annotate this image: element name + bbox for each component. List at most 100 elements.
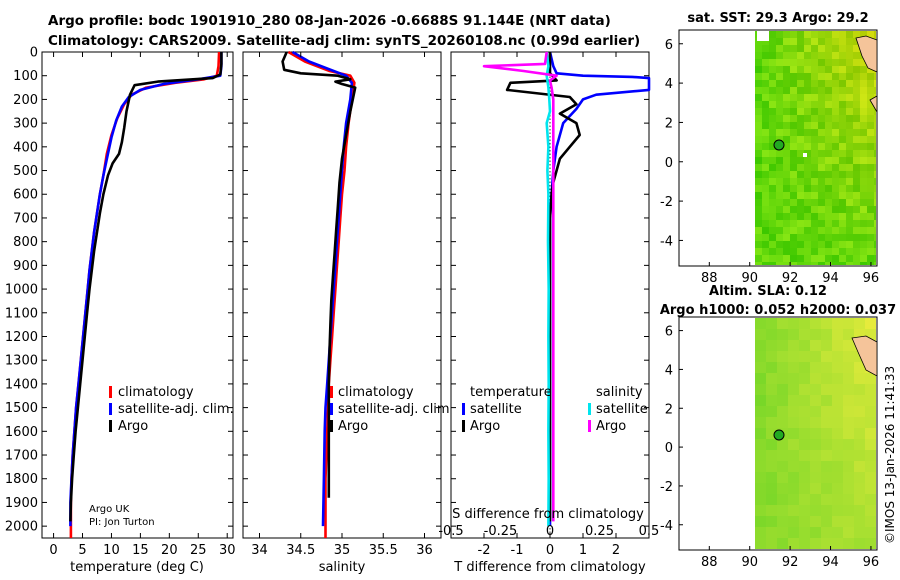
map-cell: [853, 31, 860, 38]
map-cell: [843, 340, 854, 351]
map-cell: [811, 220, 818, 227]
map-cell: [788, 483, 799, 494]
map-cell: [843, 351, 854, 362]
map-cell: [783, 199, 790, 206]
map-cell: [818, 248, 825, 255]
map-cell: [854, 329, 865, 340]
map-cell: [755, 417, 766, 428]
map-cell: [818, 255, 825, 262]
map-cell: [832, 538, 843, 549]
map-cell: [755, 213, 762, 220]
map-cell: [797, 108, 804, 115]
y-tick-label: 200: [13, 93, 38, 108]
map-cell: [755, 527, 766, 538]
map-cell: [790, 178, 797, 185]
map-cell: [874, 185, 876, 192]
y-tick-label: 100: [13, 69, 38, 84]
map-cell: [755, 428, 766, 439]
sla-map: Altim. SLA: 0.12 Argo h1000: 0.052 h2000…: [660, 284, 896, 570]
map-cell: [867, 199, 874, 206]
map-cell: [777, 384, 788, 395]
map-cell: [766, 417, 777, 428]
map-cell: [804, 80, 811, 87]
map-cell: [797, 171, 804, 178]
map-cell: [769, 178, 776, 185]
map-cell: [846, 213, 853, 220]
map-cell: [865, 538, 876, 549]
map-cell: [860, 185, 867, 192]
map-cell: [846, 59, 853, 66]
map-cell: [804, 234, 811, 241]
map-cell: [755, 248, 762, 255]
map-cell: [783, 255, 790, 262]
map-cell: [818, 73, 825, 80]
map-cell: [867, 73, 874, 80]
map-cell: [755, 373, 766, 384]
map-cell: [777, 329, 788, 340]
x-tick-label: 10: [103, 543, 120, 558]
x-tick-label: 30: [219, 543, 236, 558]
map-cell: [853, 143, 860, 150]
map-cell: [860, 192, 867, 199]
map-cell: [874, 31, 876, 38]
map-cell: [832, 192, 839, 199]
map-cell: [783, 192, 790, 199]
map-cell: [769, 45, 776, 52]
map-cell: [810, 483, 821, 494]
map-cell: [783, 248, 790, 255]
y-tick-label: 900: [13, 259, 38, 274]
map-cell: [874, 241, 876, 248]
map-cell: [783, 94, 790, 101]
map-cell: [777, 406, 788, 417]
map-cell: [776, 101, 783, 108]
map-cell: [874, 178, 876, 185]
legend-label-argo: Argo: [338, 419, 368, 434]
map-cell: [799, 406, 810, 417]
series-line-argo: [69, 52, 223, 522]
map-cell: [811, 171, 818, 178]
y-tick-label: 400: [13, 140, 38, 155]
map-cell: [818, 59, 825, 66]
credit-pi: PI: Jon Turton: [89, 517, 155, 528]
map-cell: [777, 505, 788, 516]
map-cell: [777, 527, 788, 538]
map-cell: [818, 94, 825, 101]
map-cell: [811, 31, 818, 38]
map-cell: [762, 206, 769, 213]
map-cell: [853, 262, 860, 265]
map-cell: [846, 234, 853, 241]
map-cell: [867, 255, 874, 262]
map-cell: [769, 262, 776, 265]
map-cell: [825, 31, 832, 38]
map-cell: [804, 185, 811, 192]
map-cell: [790, 129, 797, 136]
map-cell: [769, 94, 776, 101]
map-cell: [854, 362, 865, 373]
map-cell: [776, 87, 783, 94]
map-cell: [762, 213, 769, 220]
map-cell: [821, 494, 832, 505]
map-cell: [783, 129, 790, 136]
map-cell: [777, 351, 788, 362]
map-cell: [839, 45, 846, 52]
map-cell: [790, 108, 797, 115]
map-cell: [783, 87, 790, 94]
y-tick-label: 1200: [5, 330, 38, 345]
map-cell: [769, 248, 776, 255]
map-cell: [860, 59, 867, 66]
map-cell: [854, 483, 865, 494]
map-cell: [783, 227, 790, 234]
salinity-panel: 34 34.5 35 35.5 36 salinity climatology sate…: [242, 50, 454, 575]
map-cell: [755, 439, 766, 450]
map-cell: [865, 373, 876, 384]
x-tick-label: -2: [478, 543, 491, 558]
map-cell: [783, 234, 790, 241]
map-cell: [804, 38, 811, 45]
map-cell: [818, 192, 825, 199]
map-cell: [804, 45, 811, 52]
map-cell: [776, 213, 783, 220]
map-cell: [821, 340, 832, 351]
map-cell: [867, 150, 874, 157]
map-cell: [825, 143, 832, 150]
map-cell: [811, 136, 818, 143]
